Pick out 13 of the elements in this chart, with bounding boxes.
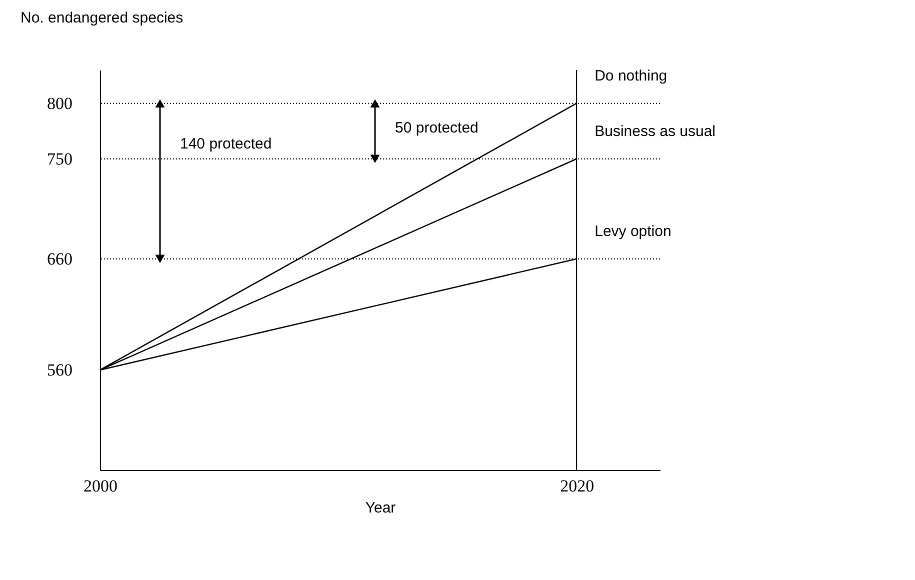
- y-tick-label: 560: [47, 360, 72, 380]
- y-tick-label: 750: [47, 149, 72, 168]
- annotation: 140 protected: [180, 135, 272, 152]
- y-axis-title: No. endangered species: [20, 10, 184, 26]
- y-tick-label: 660: [47, 249, 72, 268]
- x-tick-label: 2020: [560, 476, 594, 496]
- x-axis-title: Year: [365, 500, 396, 516]
- series-label: Business as usual: [594, 122, 716, 140]
- series-label: Do nothing: [594, 67, 668, 84]
- annotation: 50 protected: [395, 119, 478, 136]
- y-tick-label: 800: [47, 94, 72, 113]
- x-tick-label: 2000: [84, 476, 118, 496]
- series-label: Levy option: [594, 222, 672, 240]
